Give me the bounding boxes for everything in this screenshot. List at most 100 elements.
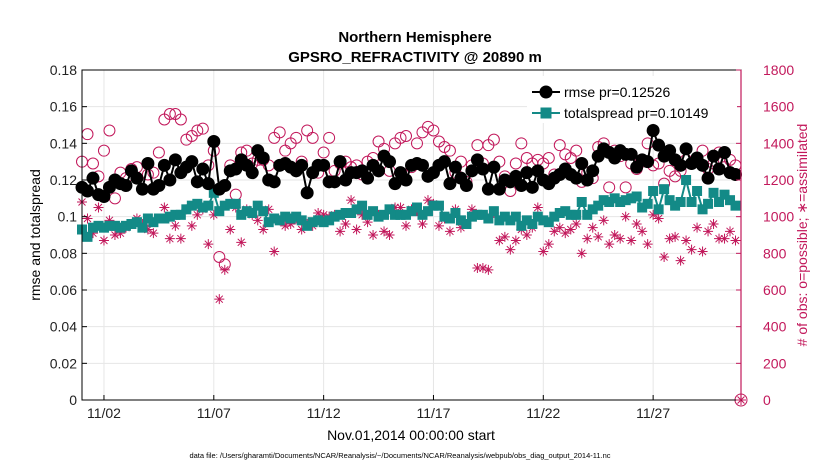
legend-rmse-marker — [539, 85, 553, 99]
series-rmse — [75, 124, 743, 203]
totalspread-point — [554, 208, 565, 218]
rmse-point — [185, 155, 199, 169]
rmse-point — [575, 157, 589, 170]
totalspread-point — [115, 222, 126, 233]
possible-point — [394, 131, 407, 144]
totalspread-point — [549, 211, 560, 222]
assimilated-point — [620, 211, 631, 222]
totalspread-point — [98, 222, 109, 233]
assimilated-point — [730, 235, 741, 246]
totalspread-point — [681, 175, 692, 185]
totalspread-point — [428, 200, 439, 211]
totalspread-point — [368, 206, 379, 217]
totalspread-point — [499, 211, 510, 222]
assimilated-point — [236, 237, 247, 248]
totalspread-point — [346, 208, 357, 218]
y-tick-label: 0.14 — [50, 135, 77, 151]
rmse-point — [388, 177, 402, 191]
totalspread-point — [203, 200, 214, 211]
assimilated-point — [422, 195, 433, 206]
rmse-point — [168, 153, 182, 167]
assimilated-point — [538, 246, 549, 257]
legend: rmse pr=0.12526 totalspread pr=0.10149 — [527, 76, 737, 123]
totalspread-point — [538, 215, 549, 226]
assimilated-point — [477, 263, 488, 273]
x-tick-label: 11/17 — [416, 405, 450, 421]
totalspread-point — [604, 197, 615, 207]
assimilated-point — [455, 222, 466, 233]
possible-point — [174, 113, 187, 126]
rmse-point — [624, 147, 638, 161]
assimilated-point — [258, 224, 269, 235]
assimilated-point — [252, 215, 263, 226]
possible-point — [97, 144, 110, 157]
rmse-point — [163, 173, 177, 187]
totalspread-point — [181, 204, 192, 215]
totalspread-point — [466, 211, 477, 222]
totalspread-point — [142, 213, 153, 224]
rmse-point — [707, 149, 721, 163]
possible-point — [515, 137, 528, 150]
rmse-point — [415, 158, 429, 172]
legend-spread-marker — [540, 107, 552, 119]
assimilated-point — [494, 235, 505, 246]
totalspread-point — [280, 211, 291, 222]
totalspread-point — [302, 220, 313, 231]
totalspread-point — [285, 213, 296, 224]
assimilated-point — [604, 239, 615, 250]
assimilated-point — [664, 233, 675, 244]
rmse-point — [679, 142, 693, 156]
totalspread-point — [351, 204, 362, 215]
totalspread-point — [214, 206, 225, 217]
totalspread-point — [269, 213, 280, 224]
possible-point — [152, 146, 165, 159]
totalspread-point — [137, 222, 148, 233]
rmse-point — [712, 162, 726, 176]
totalspread-point — [362, 209, 373, 220]
totalspread-point — [730, 200, 741, 211]
assimilated-point — [631, 219, 642, 229]
assimilated-point — [280, 220, 291, 231]
totalspread-point — [653, 204, 664, 215]
assimilated-point — [384, 230, 395, 240]
totalspread-point — [527, 219, 538, 229]
rmse-point — [674, 158, 688, 172]
assimilated-point — [697, 246, 708, 257]
totalspread-point — [521, 215, 532, 226]
rmse-point — [317, 158, 331, 172]
totalspread-point — [390, 209, 401, 220]
rmse-point — [437, 155, 451, 169]
rmse-point — [448, 160, 462, 174]
totalspread-point — [357, 200, 368, 211]
totalspread-point — [252, 200, 263, 211]
totalspread-point — [637, 202, 648, 213]
assimilated-point — [505, 244, 516, 255]
totalspread-point — [582, 209, 593, 220]
assimilated-point — [313, 208, 324, 218]
assimilated-point — [115, 228, 126, 239]
legend-box — [527, 76, 737, 123]
y2-tick-label: 1400 — [763, 135, 794, 151]
possible-point — [603, 181, 616, 194]
rmse-point — [641, 155, 655, 169]
rmse-point — [487, 160, 501, 174]
totalspread-point — [313, 215, 324, 226]
possible-point — [163, 108, 176, 120]
assimilated-point — [346, 195, 357, 206]
totalspread-point — [274, 215, 285, 226]
x-tick-label: 11/22 — [526, 405, 560, 421]
assimilated-point — [472, 263, 483, 273]
assimilated-point — [582, 233, 593, 244]
assimilated-point — [598, 215, 609, 226]
totalspread-point — [631, 191, 642, 202]
possible-point — [191, 124, 204, 137]
rmse-point — [86, 171, 100, 185]
assimilated-point — [659, 252, 670, 262]
possible-point — [570, 144, 583, 157]
totalspread-point — [686, 197, 697, 207]
assimilated-point — [444, 226, 455, 237]
legend-spread-label: totalspread pr=0.10149 — [564, 105, 709, 121]
y-tick-label: 0 — [69, 392, 77, 408]
possible-point — [323, 131, 336, 144]
assimilated-point — [164, 233, 175, 244]
